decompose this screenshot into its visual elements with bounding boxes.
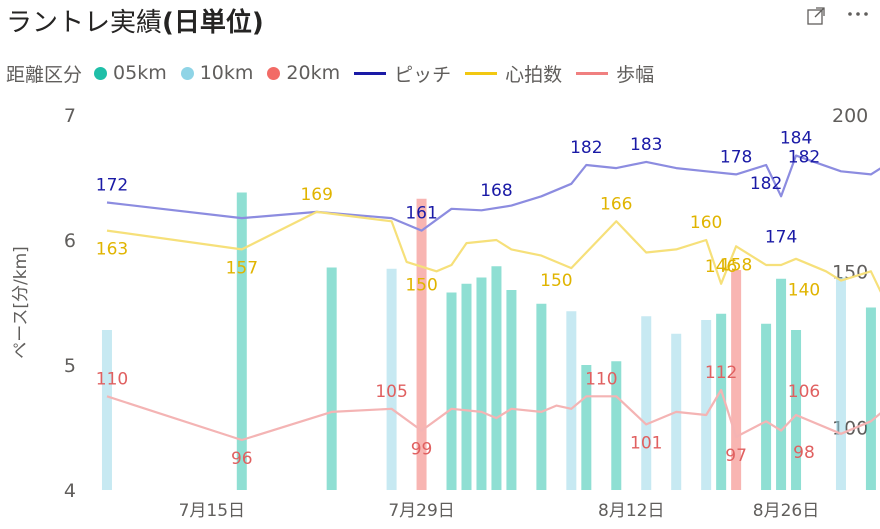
expand-icon[interactable] — [806, 6, 826, 31]
series-1-data-label-2: 169 — [300, 185, 332, 205]
y-tick-label-6: 6 — [64, 230, 76, 252]
legend-swatch-10km — [180, 66, 194, 80]
series-0-data-label-5: 178 — [720, 147, 752, 167]
series-0-data-label-4: 183 — [630, 135, 662, 155]
legend-swatch-heart-rate — [465, 71, 498, 75]
series-line-1 — [106, 210, 880, 293]
series-1-data-label-7: 146 — [705, 257, 737, 277]
series-1-data-label-3: 150 — [405, 276, 437, 296]
series-2-data-label-8: 98 — [793, 443, 815, 463]
legend-item-10km[interactable]: 10km — [180, 62, 254, 84]
series-2-data-label-2: 105 — [375, 382, 407, 402]
bar-20km-4 — [416, 198, 427, 490]
series-1-data-label-1: 157 — [226, 258, 258, 278]
x-tick-label-0: 7月15日 — [179, 501, 245, 521]
x-tick-label-2: 8月12日 — [598, 501, 664, 521]
legend-item-05km[interactable]: 05km — [94, 62, 167, 84]
bar-10km-16 — [701, 320, 712, 490]
legend-label-pitch: ピッチ — [394, 63, 452, 86]
series-0-data-label-2: 168 — [480, 181, 512, 201]
series-2-data-label-5: 101 — [630, 433, 662, 453]
bar-05km-2 — [326, 267, 337, 490]
series-1-data-label-0: 163 — [96, 240, 128, 260]
bar-10km-11 — [566, 311, 577, 490]
legend-label-10km: 10km — [199, 62, 254, 84]
series-1-data-label-5: 166 — [600, 194, 632, 214]
y-tick-label-4: 4 — [64, 480, 76, 502]
title-main: ラントレ実績 — [6, 8, 163, 38]
legend-swatch-stride — [576, 71, 609, 75]
bar-05km-12 — [581, 365, 592, 490]
bar-05km-7 — [476, 277, 487, 490]
legend-title: 距離区分 — [6, 63, 83, 86]
x-tick-label-3: 8月26日 — [753, 501, 819, 521]
bar-10km-22 — [835, 277, 846, 490]
series-0-data-label-6: 182 — [750, 174, 782, 194]
legend: 距離区分 05km 10km 20km ピッチ 心拍数 歩幅 — [6, 60, 668, 86]
y-tick-label-5: 5 — [64, 355, 76, 377]
bar-05km-21 — [791, 330, 802, 490]
series-2-data-label-6: 112 — [705, 363, 737, 383]
series-2-data-label-9: 106 — [788, 382, 820, 402]
bar-05km-23 — [865, 307, 876, 490]
series-0-data-label-8: 184 — [780, 129, 812, 149]
series-1-data-label-8: 158 — [720, 255, 752, 275]
legend-item-pitch[interactable]: ピッチ — [354, 60, 451, 87]
series-0-data-label-3: 182 — [570, 138, 602, 158]
y-tick-label-7: 7 — [64, 105, 76, 127]
bar-10km-14 — [641, 316, 652, 490]
series-0-data-label-7: 174 — [765, 227, 797, 247]
series-line-0 — [106, 154, 880, 232]
series-2-data-label-7: 97 — [725, 446, 747, 466]
legend-label-20km: 20km — [286, 62, 341, 84]
series-0-data-label-0: 172 — [96, 176, 128, 196]
series-1-data-label-9: 140 — [788, 280, 820, 300]
x-tick-label-1: 7月29日 — [388, 501, 454, 521]
title-paren: (日単位) — [162, 8, 264, 38]
legend-swatch-05km — [94, 66, 108, 80]
series-2-data-label-3: 99 — [411, 440, 433, 460]
series-0-data-label-1: 161 — [405, 204, 437, 224]
series-0-data-label-9: 182 — [788, 147, 820, 167]
bar-05km-5 — [446, 292, 457, 490]
legend-item-heart-rate[interactable]: 心拍数 — [465, 60, 562, 87]
series-1-data-label-6: 160 — [690, 213, 722, 233]
bar-05km-8 — [491, 266, 502, 490]
series-2-data-label-1: 96 — [231, 449, 253, 469]
bar-05km-1 — [236, 192, 247, 490]
y2-tick-label-200: 200 — [832, 105, 868, 127]
bar-05km-20 — [776, 278, 787, 490]
legend-swatch-20km — [267, 66, 281, 80]
bar-10km-3 — [386, 268, 397, 490]
bar-05km-17 — [716, 313, 727, 490]
legend-label-05km: 05km — [113, 62, 167, 84]
series-2-data-label-4: 110 — [585, 369, 617, 389]
y-axis-title: ペース[分/km] — [11, 246, 31, 359]
series-1-data-label-4: 150 — [540, 271, 572, 291]
legend-item-20km[interactable]: 20km — [267, 62, 340, 84]
legend-swatch-pitch — [354, 71, 387, 75]
legend-label-stride: 歩幅 — [616, 63, 655, 86]
bar-05km-13 — [611, 361, 622, 490]
legend-item-stride[interactable]: 歩幅 — [576, 60, 654, 87]
bar-10km-0 — [101, 330, 112, 490]
legend-label-heart-rate: 心拍数 — [505, 63, 563, 86]
bar-05km-6 — [461, 283, 472, 490]
series-2-data-label-0: 110 — [96, 369, 128, 389]
bar-20km-18 — [731, 270, 742, 490]
bar-05km-9 — [506, 290, 517, 490]
bar-05km-19 — [761, 323, 772, 490]
page-title: ラントレ実績(日単位) — [6, 2, 264, 39]
more-options-icon[interactable] — [846, 4, 870, 29]
series-line-2 — [106, 388, 880, 442]
bar-05km-10 — [536, 303, 547, 490]
